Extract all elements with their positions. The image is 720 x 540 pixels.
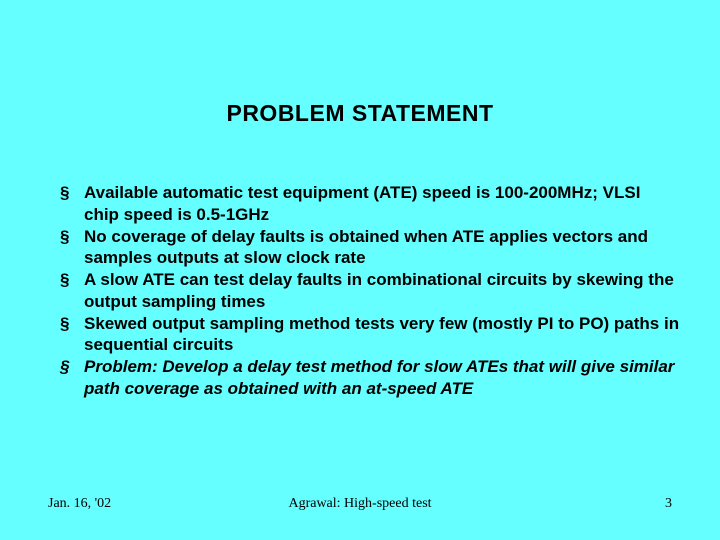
bullet-item: Available automatic test equipment (ATE)… [60,182,680,226]
footer-date: Jan. 16, '02 [48,496,111,512]
bullet-item-problem: Problem: Develop a delay test method for… [60,356,680,400]
slide-footer: Jan. 16, '02 Agrawal: High-speed test 3 [0,496,720,512]
footer-author: Agrawal: High-speed test [288,496,431,512]
slide-title: PROBLEM STATEMENT [40,100,680,127]
bullet-item: No coverage of delay faults is obtained … [60,226,680,270]
slide: PROBLEM STATEMENT Available automatic te… [0,0,720,540]
bullet-item: A slow ATE can test delay faults in comb… [60,269,680,313]
bullet-item: Skewed output sampling method tests very… [60,313,680,357]
footer-page-number: 3 [665,496,672,512]
bullet-list: Available automatic test equipment (ATE)… [40,182,680,400]
